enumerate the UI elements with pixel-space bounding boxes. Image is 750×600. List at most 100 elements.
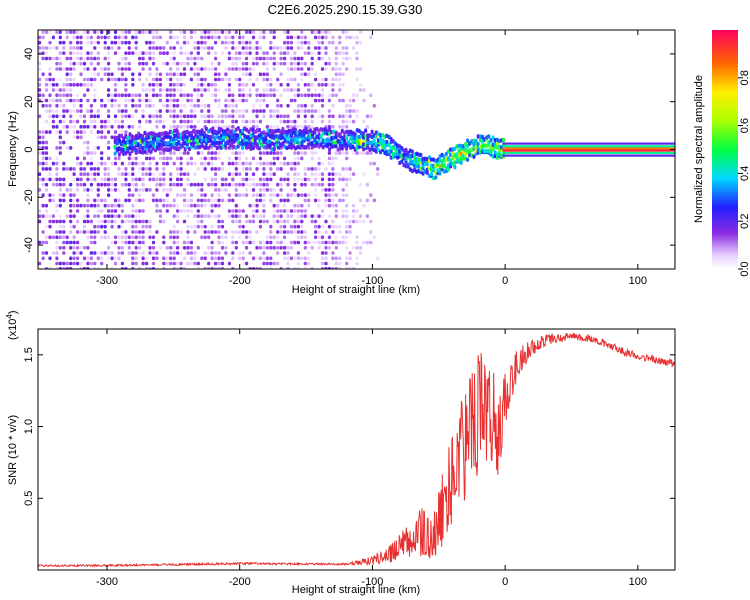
spectrogram-cell: [303, 177, 307, 182]
spectrogram-cell: [203, 193, 207, 197]
spectrogram-cell: [262, 177, 266, 182]
spectrogram-cell: [200, 46, 204, 50]
spectrogram-cell: [138, 251, 142, 255]
spectrogram-cell: [127, 161, 131, 166]
spectrogram-cell: [72, 193, 76, 197]
spectrogram-ridge-cell: [404, 147, 408, 153]
spectrogram-cell: [145, 188, 149, 192]
spectrogram-cell: [110, 256, 114, 261]
spectrogram-cell: [358, 83, 363, 87]
spectrogram-cell: [86, 214, 90, 218]
spectrogram-cell: [220, 167, 225, 171]
spectrogram-cell: [62, 51, 66, 55]
spectrogram-cell: [372, 161, 376, 166]
spectrogram-cell: [224, 98, 228, 103]
spectrogram-cell: [89, 119, 93, 124]
spectrogram-cell: [82, 219, 87, 224]
spectrogram-cell: [38, 219, 42, 224]
spectrogram-cell: [269, 235, 273, 240]
spectrogram-cell: [248, 203, 252, 208]
spectrogram-cell: [317, 182, 321, 187]
spectrogram-cell: [231, 256, 235, 261]
spectrogram-cell: [120, 35, 124, 40]
spectrogram-cell: [69, 72, 73, 77]
spectrogram-cell: [258, 119, 262, 124]
spectrogram-cell: [300, 109, 304, 113]
spectrogram-cell: [331, 230, 335, 234]
spectrogram-cell: [51, 177, 55, 182]
spectrogram-cell: [317, 214, 321, 218]
spectrogram-cell: [234, 230, 238, 234]
spectrogram-cell: [296, 172, 300, 176]
spectrogram-cell: [341, 51, 345, 55]
spectrogram-cell: [127, 219, 131, 224]
spectrogram-cell: [89, 203, 93, 208]
spectrogram-cell: [272, 261, 276, 266]
spectrogram-cell: [258, 224, 262, 229]
spectrogram-cell: [96, 224, 100, 229]
spectrogram-cell: [186, 177, 190, 182]
spectrogram-cell: [317, 56, 321, 61]
spectrogram-cell: [38, 151, 42, 155]
spectrogram-cell: [69, 246, 73, 250]
spectrogram-carrier-band: [502, 151, 675, 154]
spectrogram-cell: [179, 30, 183, 34]
spectrogram-cell: [355, 151, 359, 155]
spectrogram-cell: [369, 230, 373, 234]
spectrogram-cell: [286, 114, 290, 119]
spectrogram-cell: [224, 35, 228, 40]
spectrogram-cell: [324, 256, 328, 261]
spectrogram-cell: [155, 230, 159, 234]
spectrogram-cell: [289, 77, 294, 82]
spectrogram-cell: [210, 251, 214, 255]
spectrogram-cell: [372, 235, 376, 240]
spectrogram-cell: [355, 240, 359, 245]
spectrogram-cell: [241, 251, 245, 255]
spectrogram-cell: [369, 161, 373, 166]
spectrogram-cell: [96, 251, 100, 255]
spectrogram-cell: [300, 214, 304, 218]
spectrogram-cell: [279, 198, 283, 203]
spectrogram-cell: [296, 88, 300, 92]
spectrogram-cell: [89, 177, 93, 182]
spectrogram-cell: [186, 119, 190, 124]
spectrogram-cell: [210, 30, 214, 34]
spectrogram-cell: [358, 67, 363, 71]
spectrogram-cell: [331, 198, 335, 203]
spectrogram-cell: [44, 224, 49, 229]
spectrogram-cell: [65, 240, 69, 245]
spectrogram-cell: [93, 261, 97, 266]
spectrogram-cell: [89, 230, 93, 234]
spectrogram-cell: [265, 56, 269, 61]
spectrogram-cell: [220, 256, 225, 261]
spectrogram-ridge-cell: [198, 134, 202, 140]
spectrogram-ridge-cell: [149, 149, 153, 154]
spectrogram-cell: [293, 177, 297, 182]
spectrogram-cell: [141, 198, 145, 203]
spectrogram-cell: [186, 172, 190, 176]
spectrogram-cell: [217, 203, 221, 208]
spectrogram-ridge-cell: [430, 171, 433, 176]
spectrogram-cell: [141, 261, 145, 266]
spectrogram-cell: [272, 125, 276, 129]
spectrogram-cell: [269, 240, 273, 245]
spectrogram-cell: [110, 251, 114, 255]
spectrogram-cell: [262, 256, 266, 261]
spectrogram-cell: [158, 35, 162, 40]
spectrogram-cell: [224, 188, 228, 192]
spectrogram-ridge-cell: [447, 167, 450, 172]
spectrogram-cell: [310, 219, 314, 224]
spectrogram-cell: [151, 30, 156, 34]
spectrogram-cell: [224, 40, 228, 45]
spectrogram-cell: [296, 251, 300, 255]
spectrogram-cell: [107, 251, 111, 255]
spectrogram-cell: [293, 203, 297, 208]
spectrogram-cell: [44, 235, 49, 240]
spectrogram-cell: [283, 198, 287, 203]
spectrogram-cell: [200, 182, 204, 187]
spectrogram-cell: [320, 98, 325, 103]
spectrogram-cell: [345, 30, 349, 34]
spectrogram-cell: [117, 109, 121, 113]
spectrogram-cell: [117, 93, 121, 98]
spectrogram-cell: [355, 77, 359, 82]
